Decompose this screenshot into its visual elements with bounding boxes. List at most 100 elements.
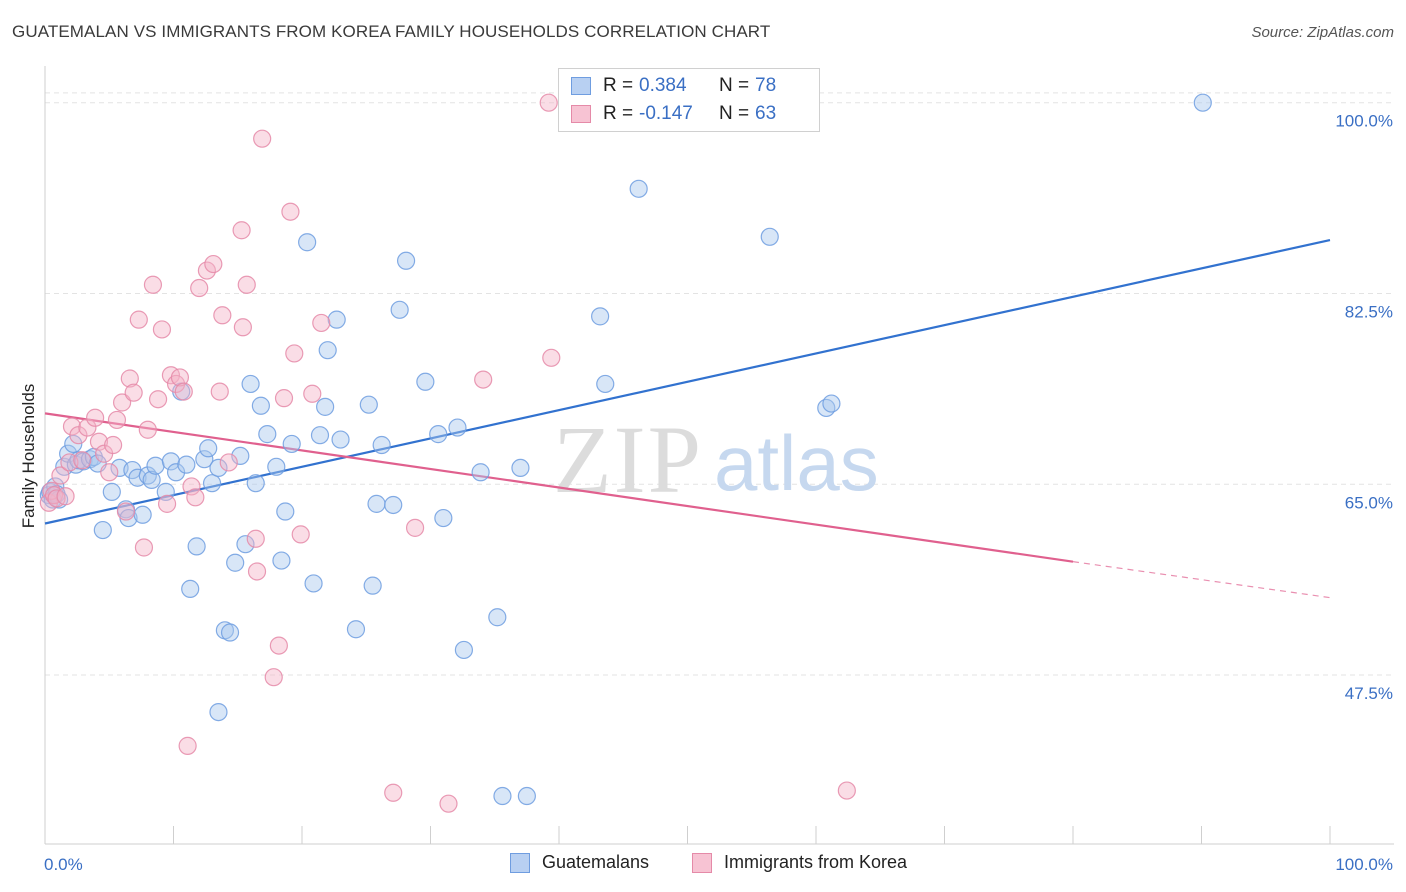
point-korea <box>219 453 238 472</box>
point-guatemalans <box>267 457 286 476</box>
point-korea <box>232 221 251 240</box>
point-korea <box>148 390 168 409</box>
point-korea <box>73 451 92 470</box>
tick-labels: 47.5% 65.0% 82.5% 100.0% 0.0% 100.0% <box>44 112 1393 874</box>
point-guatemalans <box>416 372 435 391</box>
point-guatemalans <box>434 508 453 528</box>
point-guatemalans <box>448 418 467 437</box>
point-korea <box>246 529 265 548</box>
point-korea <box>120 369 139 388</box>
trend-line-guatemalans <box>44 238 1331 525</box>
point-korea <box>157 494 177 513</box>
legend: R = 0.384 N = 78 R = -0.147 N = 63 <box>558 68 820 132</box>
bottom-legend-label: Guatemalans <box>542 852 650 872</box>
point-guatemalans <box>133 505 152 524</box>
point-korea <box>197 261 217 280</box>
watermark: ZIP atlas <box>553 406 879 513</box>
point-guatemalans <box>390 300 409 319</box>
chart-source: Source: ZipAtlas.com <box>1251 24 1394 41</box>
point-guatemalans <box>202 474 222 493</box>
point-korea <box>143 275 163 294</box>
point-korea <box>170 368 190 387</box>
bottom-legend-swatch-blue <box>510 852 530 873</box>
bottom-legend-guatemalans: Guatemalans <box>510 852 649 873</box>
legend-r-label: R = <box>603 103 634 124</box>
point-korea <box>134 538 154 557</box>
legend-swatch-pink <box>571 105 591 123</box>
y-tick-label: 65.0% <box>1345 493 1393 512</box>
legend-n-value: 78 <box>755 75 777 96</box>
point-korea <box>107 410 127 430</box>
point-guatemalans <box>367 494 386 513</box>
point-korea <box>129 310 148 329</box>
point-korea <box>213 306 232 325</box>
point-guatemalans <box>142 470 161 489</box>
trend-line-korea-extension <box>1072 561 1331 599</box>
point-guatemalans <box>471 463 490 482</box>
point-guatemalans <box>372 435 391 455</box>
point-guatemalans <box>629 179 648 198</box>
point-guatemalans <box>181 579 200 599</box>
point-guatemalans <box>363 576 382 595</box>
legend-row-korea: R = -0.147 N = 63 <box>571 103 776 125</box>
trend-lines <box>44 238 1331 599</box>
point-korea <box>51 466 70 485</box>
point-korea <box>439 794 458 813</box>
point-guatemalans <box>822 394 841 413</box>
point-guatemalans <box>517 786 536 806</box>
point-korea <box>291 525 310 544</box>
point-korea <box>269 636 288 655</box>
point-korea <box>116 502 136 521</box>
legend-r-label: R = <box>603 75 634 96</box>
point-guatemalans <box>102 482 121 501</box>
point-korea <box>178 736 197 755</box>
legend-r-value: -0.147 <box>639 103 693 124</box>
point-guatemalans <box>282 434 301 454</box>
legend-n-value: 63 <box>755 103 777 124</box>
y-axis-title: Family Households <box>19 384 38 529</box>
point-korea <box>138 420 157 439</box>
point-guatemalans <box>488 608 507 627</box>
point-korea <box>174 382 193 401</box>
point-korea <box>204 254 223 274</box>
legend-n-label: N = <box>719 103 750 124</box>
point-guatemalans <box>195 450 214 469</box>
point-guatemalans <box>316 397 335 416</box>
point-guatemalans <box>384 495 403 515</box>
legend-r-value: 0.384 <box>639 75 687 96</box>
point-korea <box>210 382 229 401</box>
watermark-atlas: atlas <box>714 419 879 507</box>
x-tick-label: 100.0% <box>1335 855 1393 874</box>
point-korea <box>384 783 403 802</box>
point-guatemalans <box>1193 93 1212 112</box>
point-korea <box>124 383 143 402</box>
point-korea <box>837 781 856 800</box>
point-guatemalans <box>187 537 206 556</box>
point-korea <box>152 320 172 339</box>
point-guatemalans <box>493 786 512 806</box>
point-korea <box>112 393 132 412</box>
legend-n-label: N = <box>719 75 750 96</box>
point-korea <box>274 389 294 408</box>
point-korea <box>312 313 331 333</box>
point-korea <box>233 318 252 337</box>
point-guatemalans <box>166 463 186 482</box>
point-korea <box>474 370 493 389</box>
point-korea <box>237 275 256 294</box>
bottom-legend-label: Immigrants from Korea <box>724 852 908 872</box>
point-korea <box>182 477 201 496</box>
point-guatemalans <box>246 474 265 493</box>
bottom-legend-swatch-pink <box>692 852 712 873</box>
point-guatemalans <box>298 233 317 252</box>
bottom-legend: Guatemalans Immigrants from Korea <box>0 852 1406 876</box>
point-guatemalans <box>396 251 416 270</box>
point-guatemalans <box>231 446 250 466</box>
point-korea <box>100 463 119 482</box>
point-guatemalans <box>304 574 323 593</box>
point-guatemalans <box>93 520 112 540</box>
point-korea <box>253 129 272 148</box>
point-guatemalans <box>359 395 378 414</box>
chart-title: GUATEMALAN VS IMMIGRANTS FROM KOREA FAMI… <box>12 22 771 41</box>
point-guatemalans <box>596 374 615 394</box>
point-korea <box>303 384 322 403</box>
